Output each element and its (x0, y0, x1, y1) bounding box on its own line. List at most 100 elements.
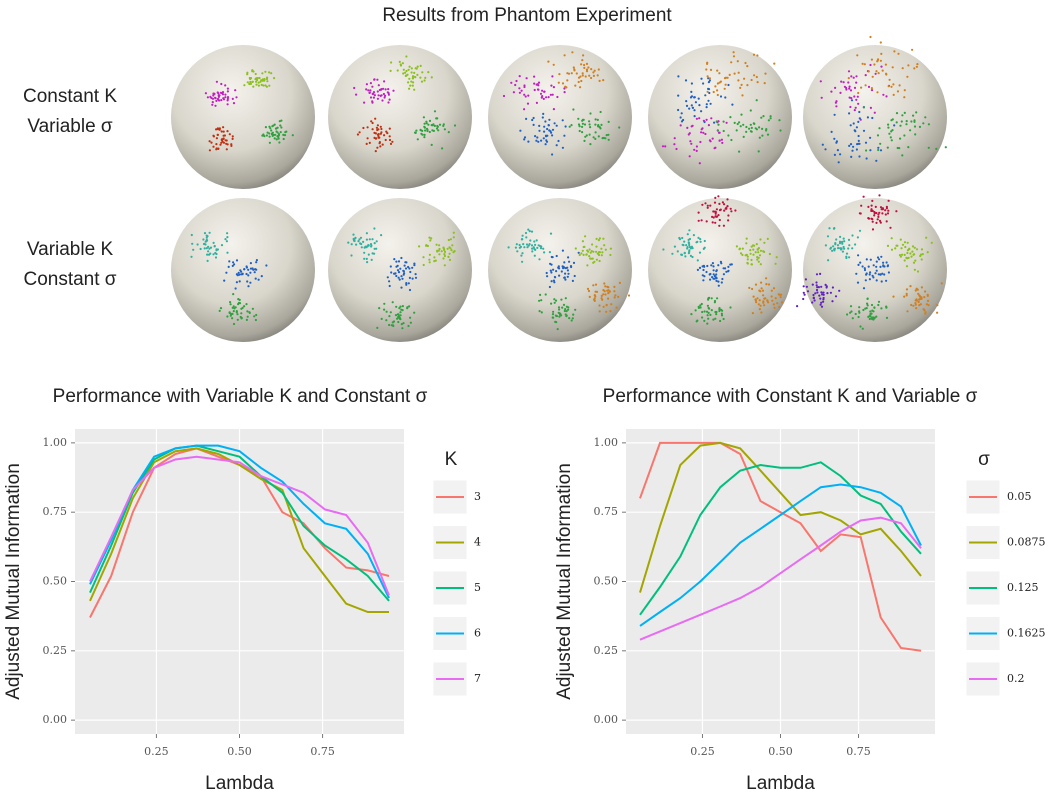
cluster-dot (870, 87, 874, 90)
cluster-dot (813, 299, 816, 302)
cluster-dot (594, 118, 597, 121)
cluster-dot (699, 306, 702, 309)
cluster-dot (815, 288, 819, 292)
cluster-dot (376, 90, 379, 93)
cluster-dot (887, 126, 890, 129)
cluster-dot (697, 305, 700, 308)
cluster-dot (259, 80, 262, 83)
cluster-dot (720, 281, 723, 284)
cluster-dot (716, 69, 719, 72)
cluster-dot (700, 131, 703, 134)
cluster-dot (401, 327, 404, 330)
cluster-dot (264, 84, 267, 87)
cluster-dot (602, 79, 605, 82)
cluster-dot (249, 281, 252, 284)
cluster-dot (554, 314, 558, 317)
cluster-dot (915, 111, 918, 114)
cluster-dot (399, 63, 402, 66)
x-tick-label: 0.50 (227, 745, 252, 758)
cluster-dot (806, 290, 810, 293)
cluster-dot (260, 83, 263, 86)
cluster-dot (706, 62, 709, 65)
cluster-dot (912, 114, 915, 117)
cluster-dot (518, 243, 521, 247)
cluster-dot (385, 319, 388, 322)
cluster-dot (698, 117, 701, 120)
cluster-dot (548, 118, 551, 121)
cluster-dot (577, 80, 580, 84)
y-tick-label: 0.50 (43, 575, 68, 588)
cluster-dot (387, 88, 390, 91)
cluster-dot (426, 244, 429, 248)
cluster-dot (707, 88, 711, 91)
cluster-dot (429, 239, 432, 242)
cluster-dot (707, 124, 711, 127)
cluster-dot (239, 269, 242, 272)
cluster-dot (880, 65, 883, 68)
cluster-dot (359, 242, 362, 245)
cluster-dot (707, 77, 710, 80)
cluster-dot (430, 124, 433, 127)
cluster-dot (848, 87, 851, 90)
cluster-dot (398, 60, 401, 64)
cluster-dot (563, 87, 566, 90)
cluster-dot (749, 123, 752, 126)
cluster-dot (537, 81, 541, 84)
cluster-dot (277, 134, 280, 137)
cluster-dot (588, 120, 591, 123)
cluster-dot (890, 248, 894, 251)
cluster-dot (718, 72, 721, 75)
legend-label: 4 (474, 536, 481, 549)
cluster-dot (749, 109, 752, 112)
cluster-dot (702, 247, 705, 250)
cluster-dot (408, 65, 411, 68)
cluster-dot (551, 153, 554, 156)
cluster-dot (275, 138, 278, 141)
cluster-dot (764, 72, 767, 75)
cluster-dot (595, 290, 599, 293)
cluster-dot (917, 300, 920, 304)
cluster-dot (597, 135, 600, 138)
cluster-dot (448, 252, 451, 255)
cluster-dot (220, 138, 223, 141)
cluster-dot (594, 137, 597, 140)
cluster-dot (903, 111, 906, 114)
cluster-dot (926, 299, 930, 302)
cluster-dot (538, 310, 541, 313)
cluster-dot (853, 86, 857, 89)
cluster-dot (759, 304, 762, 307)
cluster-dot (935, 147, 938, 150)
cluster-dot (714, 310, 717, 314)
cluster-dot (703, 319, 706, 322)
cluster-dot (252, 70, 255, 73)
cluster-dot (253, 315, 256, 318)
cluster-dot (867, 85, 871, 88)
cluster-dot (423, 79, 426, 82)
cluster-dot (830, 130, 833, 133)
cluster-dot (222, 137, 225, 140)
cluster-dot (755, 99, 758, 102)
cluster-dot (437, 129, 440, 132)
cluster-dot (212, 145, 215, 148)
cluster-dot (903, 259, 906, 262)
cluster-dot (408, 305, 411, 308)
cluster-dot (877, 72, 880, 75)
cluster-dot (869, 35, 872, 39)
cluster-dot (220, 244, 224, 247)
cluster-dot (443, 250, 447, 253)
cluster-dot (599, 127, 602, 130)
cluster-dot (737, 71, 740, 74)
x-tick-label: 0.50 (768, 745, 793, 758)
cluster-dot (883, 273, 886, 276)
cluster-dot (557, 139, 560, 143)
cluster-dot (248, 82, 251, 86)
cluster-dot (245, 272, 248, 276)
cluster-dot (589, 257, 592, 260)
cluster-dot (208, 231, 211, 234)
cluster-dot (875, 211, 878, 215)
cluster-dot (546, 134, 549, 137)
cluster-dot (863, 63, 866, 66)
cluster-dot (566, 79, 569, 82)
cluster-dot (849, 143, 853, 146)
cluster-dot (583, 139, 586, 142)
